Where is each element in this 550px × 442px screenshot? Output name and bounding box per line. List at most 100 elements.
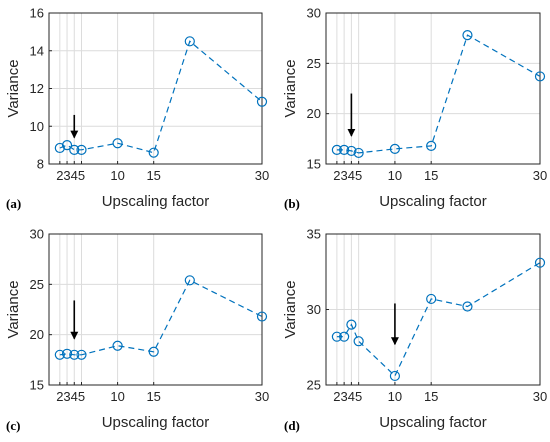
panel-label: (b): [284, 196, 300, 211]
x-tick-label: 30: [533, 168, 547, 183]
data-point: [112, 138, 123, 149]
x-tick-label: 5: [355, 168, 362, 183]
data-point: [148, 147, 159, 158]
x-tick-label: 10: [388, 168, 402, 183]
data-point: [346, 319, 357, 330]
data-point: [69, 349, 80, 360]
panel-label: (c): [6, 418, 20, 433]
data-point: [184, 36, 195, 47]
data-point: [389, 143, 401, 154]
chart-panel-2: 2 3 4 5 10 15 30 15 20 25 30 Upscaling factor Varian…: [282, 6, 547, 212]
y-axis-label: Variance: [5, 280, 22, 338]
x-tick-label: 3: [63, 389, 70, 404]
series-line: [336, 34, 541, 154]
series-line: [59, 40, 263, 154]
y-tick-label: 12: [30, 81, 44, 96]
x-tick-label: 2: [333, 389, 340, 404]
data-point: [54, 349, 65, 360]
data-point: [61, 140, 73, 151]
y-axis-label: Variance: [282, 280, 299, 338]
x-tick-label: 3: [341, 389, 348, 404]
data-point: [256, 96, 268, 107]
x-tick-label: 15: [146, 168, 160, 183]
x-tick-label: 15: [424, 168, 438, 183]
x-tick-label: 5: [78, 389, 85, 404]
y-tick-label: 30: [307, 6, 321, 21]
data-point: [331, 144, 342, 156]
x-tick-label: 4: [71, 389, 78, 404]
data-point: [69, 144, 80, 155]
data-point: [346, 145, 357, 157]
data-point: [462, 301, 473, 312]
y-tick-label: 16: [30, 6, 44, 21]
y-tick-label: 25: [30, 277, 44, 292]
x-tick-label: 30: [255, 168, 269, 183]
x-tick-label: 5: [78, 168, 85, 183]
y-tick-label: 15: [307, 157, 321, 172]
data-point: [534, 257, 546, 268]
series-line: [59, 279, 263, 356]
x-tick-label: 10: [110, 168, 124, 183]
x-tick-label: 3: [63, 168, 70, 183]
data-point: [76, 349, 87, 360]
axes-box: [325, 12, 541, 165]
x-axis-label: Upscaling factor: [379, 193, 487, 210]
data-point: [148, 346, 159, 357]
x-tick-label: 10: [110, 389, 124, 404]
y-tick-label: 8: [37, 157, 44, 172]
x-tick-label: 5: [355, 389, 362, 404]
y-tick-label: 10: [30, 119, 44, 134]
x-tick-label: 4: [71, 168, 78, 183]
data-point: [256, 311, 268, 322]
x-tick-label: 3: [341, 168, 348, 183]
panel-label: (d): [284, 418, 300, 433]
y-tick-label: 15: [30, 378, 44, 393]
data-point: [184, 275, 195, 286]
x-axis-label: Upscaling factor: [379, 414, 487, 431]
data-point: [389, 370, 401, 382]
data-point: [54, 142, 65, 154]
x-tick-label: 15: [146, 389, 160, 404]
data-point: [353, 336, 364, 347]
data-point: [462, 30, 473, 41]
panel-label: (a): [6, 196, 21, 211]
x-tick-label: 2: [56, 389, 63, 404]
chart-panel-3: 2 3 4 5 10 15 30 15 20 25 30 Upscaling factor Varian…: [5, 227, 269, 434]
x-tick-label: 15: [424, 389, 438, 404]
x-tick-label: 2: [56, 168, 63, 183]
data-point: [426, 140, 437, 151]
y-tick-label: 14: [30, 43, 44, 58]
data-point: [339, 144, 350, 156]
x-axis-label: Upscaling factor: [102, 193, 210, 210]
x-tick-label: 2: [333, 168, 340, 183]
x-tick-label: 10: [388, 389, 402, 404]
data-point: [534, 71, 546, 82]
x-axis-label: Upscaling factor: [102, 414, 210, 431]
data-point: [331, 331, 342, 342]
y-tick-label: 20: [307, 106, 321, 121]
data-point: [353, 147, 364, 159]
axes-box: [48, 233, 263, 386]
x-tick-label: 30: [255, 389, 269, 404]
data-point: [426, 293, 437, 305]
y-tick-label: 25: [307, 56, 321, 71]
y-tick-label: 30: [307, 302, 321, 317]
chart-panel-1: 2 3 4 5 10 15 30 8 10 12 14 16 Upscaling factor Varia…: [5, 6, 269, 212]
x-tick-label: 30: [533, 389, 547, 404]
y-tick-label: 25: [307, 378, 321, 393]
y-tick-label: 30: [30, 227, 44, 242]
y-axis-label: Variance: [282, 59, 299, 117]
y-tick-label: 35: [307, 227, 321, 242]
data-point: [339, 331, 350, 342]
chart-panel-4: 2 3 4 5 10 15 30 25 30 35 Upscaling factor Variance…: [282, 227, 547, 434]
data-point: [112, 340, 123, 351]
series-line: [336, 262, 541, 377]
x-tick-label: 4: [348, 168, 355, 183]
y-tick-label: 20: [30, 327, 44, 342]
plot-area: [49, 234, 262, 385]
data-point: [76, 144, 87, 155]
x-tick-label: 4: [348, 389, 355, 404]
y-axis-label: Variance: [5, 59, 22, 117]
data-point: [61, 348, 73, 359]
